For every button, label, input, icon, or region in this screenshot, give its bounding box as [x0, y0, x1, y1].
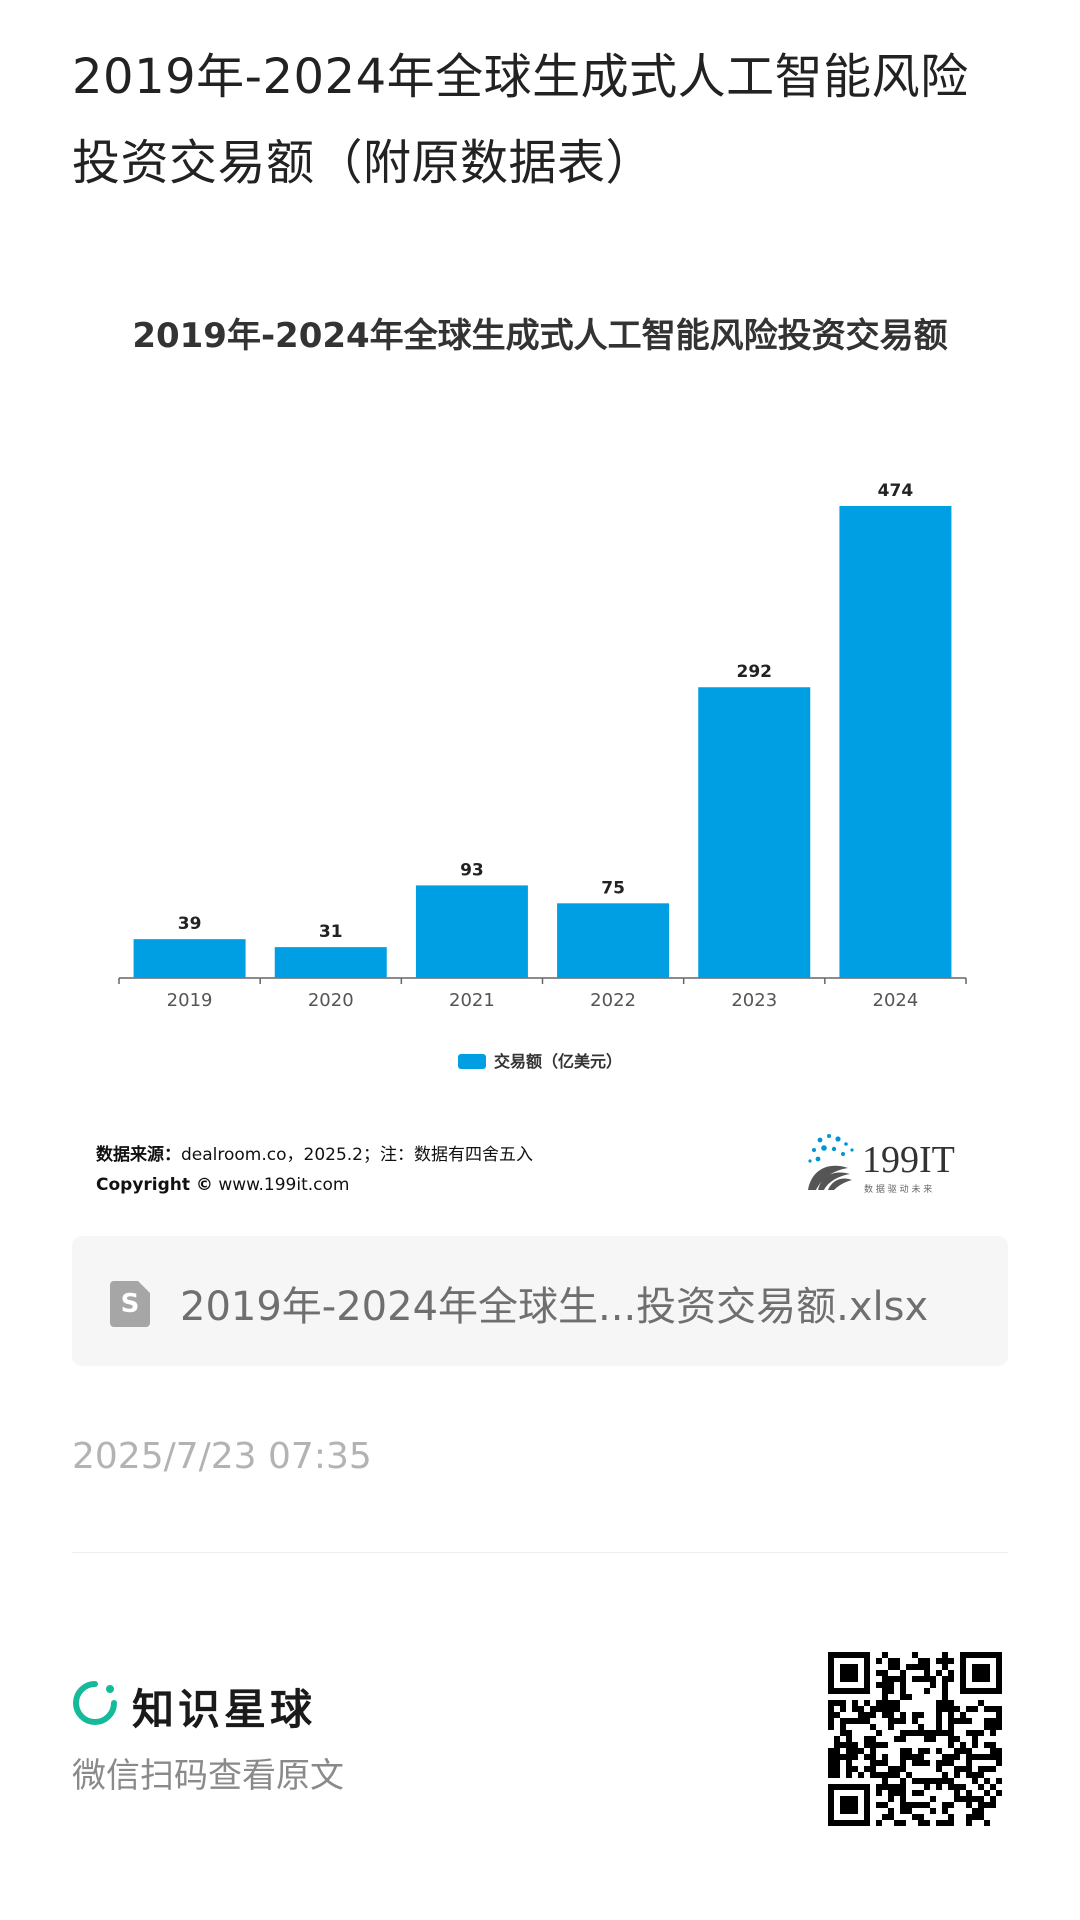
brand-name-zsxq: 知识星球	[132, 1685, 317, 1734]
x-tick-label-2019: 2019	[167, 990, 213, 1011]
planet-logo-icon	[73, 1681, 117, 1725]
bar-2024	[839, 506, 952, 978]
divider	[72, 1552, 1008, 1553]
x-tick-label-2021: 2021	[449, 990, 495, 1011]
x-tick-label-2024: 2024	[873, 990, 919, 1011]
data-label-2021: 93	[460, 860, 484, 880]
brand-logo-199it: 199IT 数 据 驱 动 未 来	[808, 1134, 955, 1195]
legend-swatch	[457, 1054, 486, 1069]
attachment-file-card[interactable]: S 2019年-2024年全球生...投资交易额.xlsx	[72, 1236, 1008, 1366]
chart-title: 2019年-2024年全球生成式人工智能风险投资交易额	[132, 316, 948, 356]
data-label-2023: 292	[737, 662, 773, 682]
copyright-label: Copyright ©	[96, 1175, 213, 1195]
chart-card: 39 2019 31 2020 93 2021 75 2022 292 2023 474 2024 2…	[72, 290, 1008, 1230]
chart-source: 数据来源：dealroom.co，2025.2；注：数据有四舍五入 Copyri…	[96, 1140, 533, 1200]
x-tick-label-2020: 2020	[308, 990, 354, 1011]
brand-name: 199IT	[862, 1139, 955, 1181]
bar-2023	[698, 687, 811, 978]
page-title: 2019年-2024年全球生成式人工智能风险投资交易额（附原数据表）	[72, 49, 969, 191]
spreadsheet-file-icon: S	[110, 1281, 150, 1327]
chart-legend: 交易额（亿美元）	[72, 1048, 1008, 1072]
x-tick-label-2022: 2022	[590, 990, 636, 1011]
x-tick-label-2023: 2023	[731, 990, 777, 1011]
post-timestamp: 2025/7/23 07:35	[72, 1436, 372, 1477]
legend-label: 交易额（亿美元）	[493, 1052, 622, 1071]
brand-slogan: 数 据 驱 动 未 来	[864, 1183, 932, 1195]
source-label: 数据来源：	[96, 1145, 181, 1165]
bar-2019	[133, 939, 246, 978]
data-label-2024: 474	[878, 481, 914, 501]
bar-2021	[415, 885, 528, 978]
copyright-text: www.199it.com	[218, 1175, 350, 1195]
data-label-2022: 75	[601, 878, 625, 898]
qr-code-icon[interactable]	[828, 1652, 1002, 1826]
data-label-2019: 39	[178, 914, 202, 934]
bar-2022	[557, 903, 670, 978]
bar-chart: 39 2019 31 2020 93 2021 75 2022 292 2023 474 2024	[118, 481, 967, 1011]
bar-2020	[274, 947, 387, 978]
source-text: dealroom.co，2025.2；注：数据有四舍五入	[181, 1145, 534, 1165]
scan-tip: 微信扫码查看原文	[72, 1756, 344, 1796]
file-name: 2019年-2024年全球生...投资交易额.xlsx	[180, 1284, 929, 1330]
data-label-2020: 31	[319, 922, 343, 942]
